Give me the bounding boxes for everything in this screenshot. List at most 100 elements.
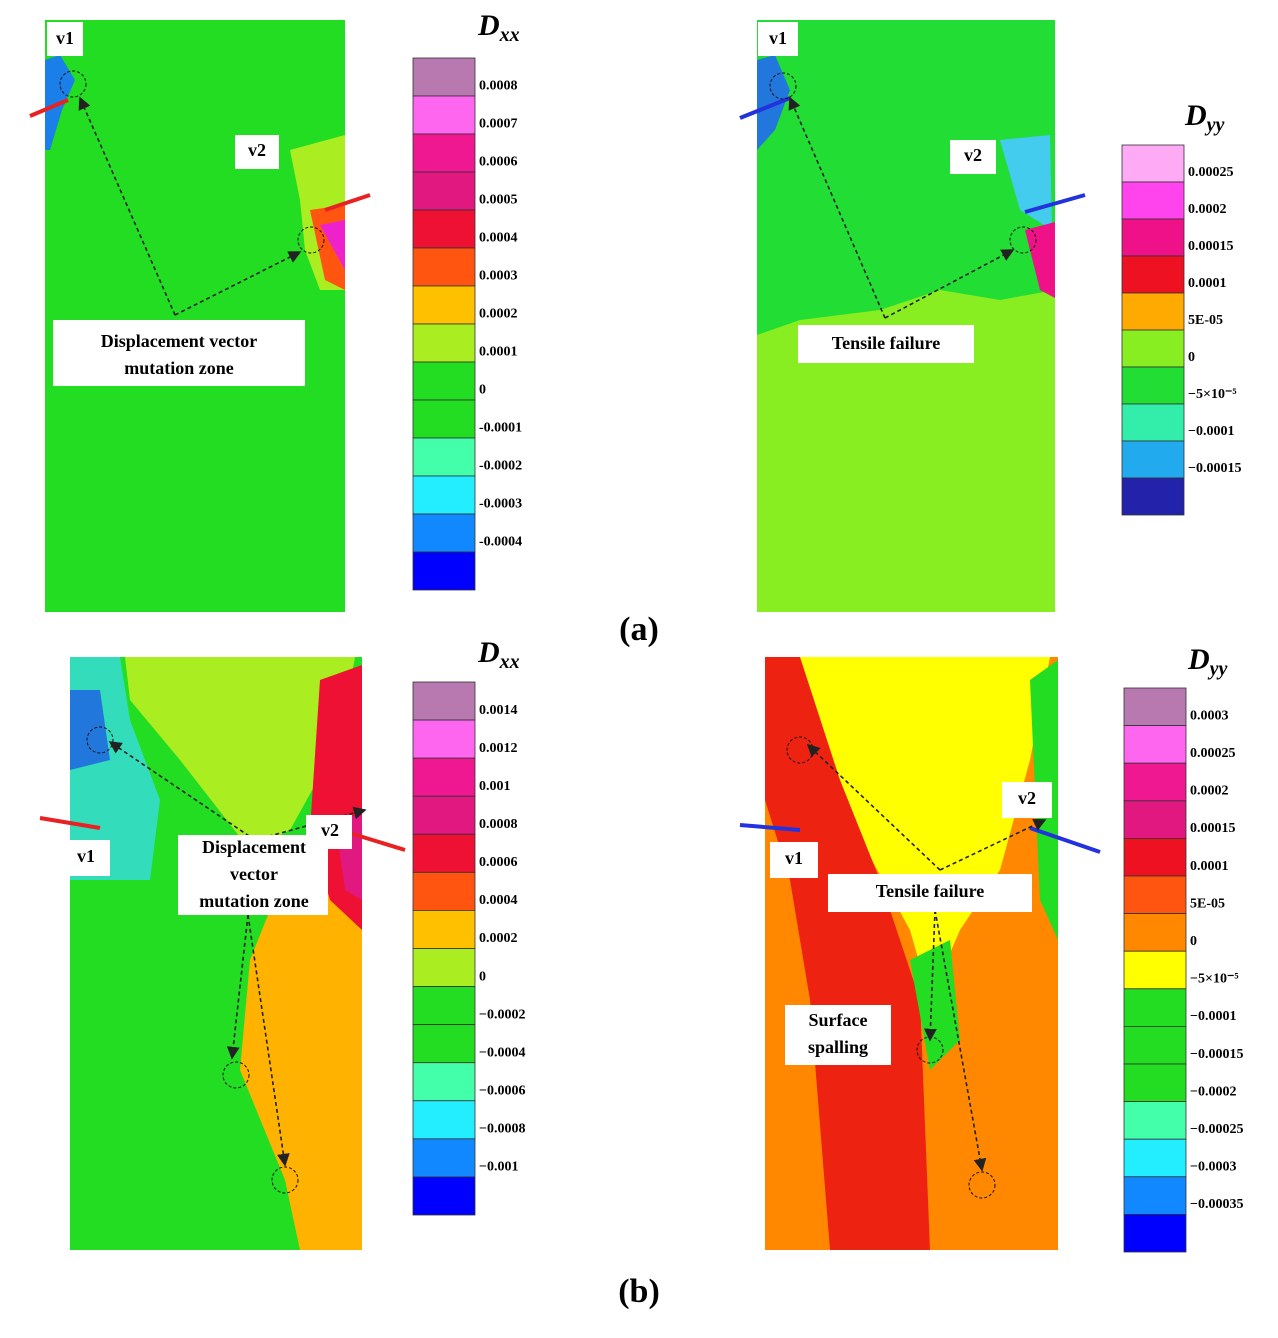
colorbar-label: -0.0001 <box>479 421 522 436</box>
colorbar-segment <box>412 833 476 873</box>
colorbar-label: 0.0005 <box>479 193 518 208</box>
callout: v2 <box>964 145 982 165</box>
annotation: vector <box>230 864 278 884</box>
colorbar-segment <box>1123 913 1187 952</box>
colorbar-segment <box>1123 1176 1187 1215</box>
colorbar-label: 0.00015 <box>1188 239 1234 254</box>
colorbar-label: −0.0008 <box>479 1122 525 1137</box>
colorbar-title: Dyy <box>1187 643 1228 680</box>
colorbar-label: −0.00035 <box>1190 1197 1243 1212</box>
colorbar-label: −5×10⁻⁵ <box>1188 387 1237 402</box>
colorbar-label: −5×10⁻⁵ <box>1190 972 1239 987</box>
colorbar-segment <box>412 551 476 591</box>
colorbar-label: 0.0012 <box>479 741 518 756</box>
colorbar-label: 5E-05 <box>1188 313 1223 328</box>
colorbar-segment <box>1123 800 1187 839</box>
callout: v1 <box>769 28 787 48</box>
colorbar-segment <box>1121 255 1185 294</box>
colorbar-segment <box>1121 403 1185 442</box>
colorbar-label: 0.0006 <box>479 855 518 870</box>
colorbar-segment <box>412 361 476 401</box>
colorbar-label: 0.0003 <box>1190 708 1229 723</box>
colorbar-label: −0.00015 <box>1190 1047 1243 1062</box>
colorbar-segment <box>412 795 476 835</box>
colorbar-segment <box>412 719 476 759</box>
colorbar-segment <box>1123 1214 1187 1253</box>
colorbar-segment <box>412 1024 476 1064</box>
colorbar-label: 0.00015 <box>1190 821 1236 836</box>
colorbar-segment <box>412 209 476 249</box>
colorbar-label: 0.0004 <box>479 893 518 908</box>
colorbar-label: 0.0001 <box>479 345 518 360</box>
colorbar-label: −0.001 <box>479 1160 518 1175</box>
colorbar-label: −0.0002 <box>1190 1084 1236 1099</box>
colorbar-symbol: D <box>1187 643 1210 676</box>
colorbar-segment <box>412 95 476 135</box>
colorbar-title: Dxx <box>477 9 520 46</box>
annotation: Displacement vector <box>101 331 257 351</box>
colorbar-label: 0 <box>479 383 486 398</box>
colorbar-label: 0.0007 <box>479 117 518 132</box>
colorbar-segment <box>412 285 476 325</box>
caption: (a) <box>619 611 659 648</box>
callout: v1 <box>785 848 803 868</box>
colorbar-segment <box>1123 762 1187 802</box>
colorbar-label: −0.0001 <box>1190 1009 1236 1024</box>
colorbar-segment <box>1121 218 1185 257</box>
colorbar-segment <box>412 871 476 911</box>
colorbar-segment <box>412 513 476 553</box>
colorbar-label: −0.0006 <box>479 1083 525 1098</box>
colorbar-segment <box>1121 181 1185 220</box>
colorbar-segment <box>412 57 476 97</box>
colorbar-segment <box>412 1100 476 1140</box>
colorbar-segment <box>412 910 476 949</box>
colorbar-subscript: xx <box>499 651 520 673</box>
colorbar-segment <box>1121 477 1185 516</box>
colorbar-segment <box>1123 725 1187 764</box>
colorbar-segment <box>1121 440 1185 479</box>
colorbar-segment <box>1121 292 1185 331</box>
colorbar-segment <box>412 757 476 797</box>
colorbar-title: Dxx <box>477 636 520 673</box>
callout: v2 <box>1018 788 1036 808</box>
colorbar-symbol: D <box>1184 99 1207 132</box>
colorbar-label: 0.0004 <box>479 231 518 246</box>
colorbar-segment <box>1123 875 1187 914</box>
colorbar-segment <box>412 323 476 363</box>
colorbar-label: −0.0002 <box>479 1007 525 1022</box>
callout: v2 <box>321 820 339 840</box>
annotation: mutation zone <box>199 891 309 911</box>
specimen-b-right <box>739 657 1101 1250</box>
colorbar-segment <box>1121 366 1185 405</box>
colorbar-segment <box>1123 1026 1187 1065</box>
colorbar-label: 0.0014 <box>479 703 518 718</box>
annotation: Tensile failure <box>876 881 985 901</box>
colorbar-label: -0.0004 <box>479 535 522 550</box>
annotation: Tensile failure <box>832 333 941 353</box>
colorbar-label: -0.0002 <box>479 459 522 474</box>
colorbar-subscript: yy <box>1205 114 1225 136</box>
colorbar-label: 0 <box>1188 350 1195 365</box>
colorbar-segment <box>1121 144 1185 183</box>
colorbar-label: −0.0001 <box>1188 424 1234 439</box>
annotation: mutation zone <box>124 358 234 378</box>
annotation: spalling <box>808 1037 868 1057</box>
colorbar-segment <box>1123 687 1187 726</box>
callout: v1 <box>77 846 95 866</box>
colorbar-label: 0.0008 <box>479 817 518 832</box>
colorbar-symbol: D <box>477 9 500 42</box>
colorbar-segment <box>412 171 476 211</box>
colorbar-label: 0 <box>479 969 486 984</box>
colorbar-title: Dyy <box>1184 99 1225 136</box>
colorbar-label: 0 <box>1190 934 1197 949</box>
colorbar-segment <box>412 133 476 173</box>
specimen-b-left <box>39 657 406 1250</box>
colorbar-segment <box>412 399 476 439</box>
colorbar-segment <box>1123 1063 1187 1102</box>
annotation: Displacement <box>202 837 306 857</box>
colorbar-label: −0.0004 <box>479 1045 525 1060</box>
colorbar-segment <box>412 1062 476 1102</box>
colorbar-segment <box>1123 1138 1187 1178</box>
colorbar-segment <box>412 1138 476 1178</box>
colorbar-segment <box>412 437 476 477</box>
